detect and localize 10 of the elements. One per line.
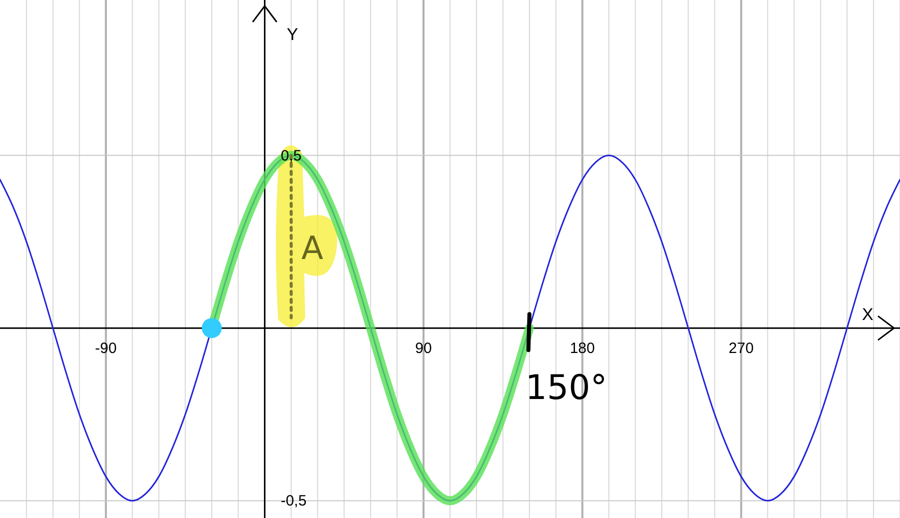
- x-axis-title: X: [862, 305, 874, 324]
- y-tick-label: 0,5: [280, 147, 302, 164]
- y-tick-label: -0,5: [280, 492, 307, 510]
- x-tick-label: 180: [570, 340, 595, 358]
- x-tick-label: -90: [95, 340, 117, 358]
- x-tick-label: 270: [728, 340, 754, 358]
- x-tick-label: 90: [415, 340, 432, 358]
- y-axis-title: Y: [286, 25, 298, 44]
- annotation: A: [301, 228, 324, 267]
- annotation: 150°: [525, 368, 608, 408]
